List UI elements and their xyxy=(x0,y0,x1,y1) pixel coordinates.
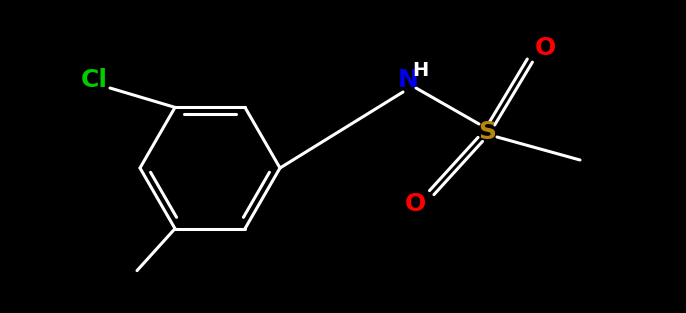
Text: H: H xyxy=(412,60,428,80)
Text: S: S xyxy=(478,120,496,144)
Text: Cl: Cl xyxy=(80,68,108,92)
Text: O: O xyxy=(534,36,556,60)
Text: O: O xyxy=(404,192,425,216)
Text: N: N xyxy=(398,68,418,92)
